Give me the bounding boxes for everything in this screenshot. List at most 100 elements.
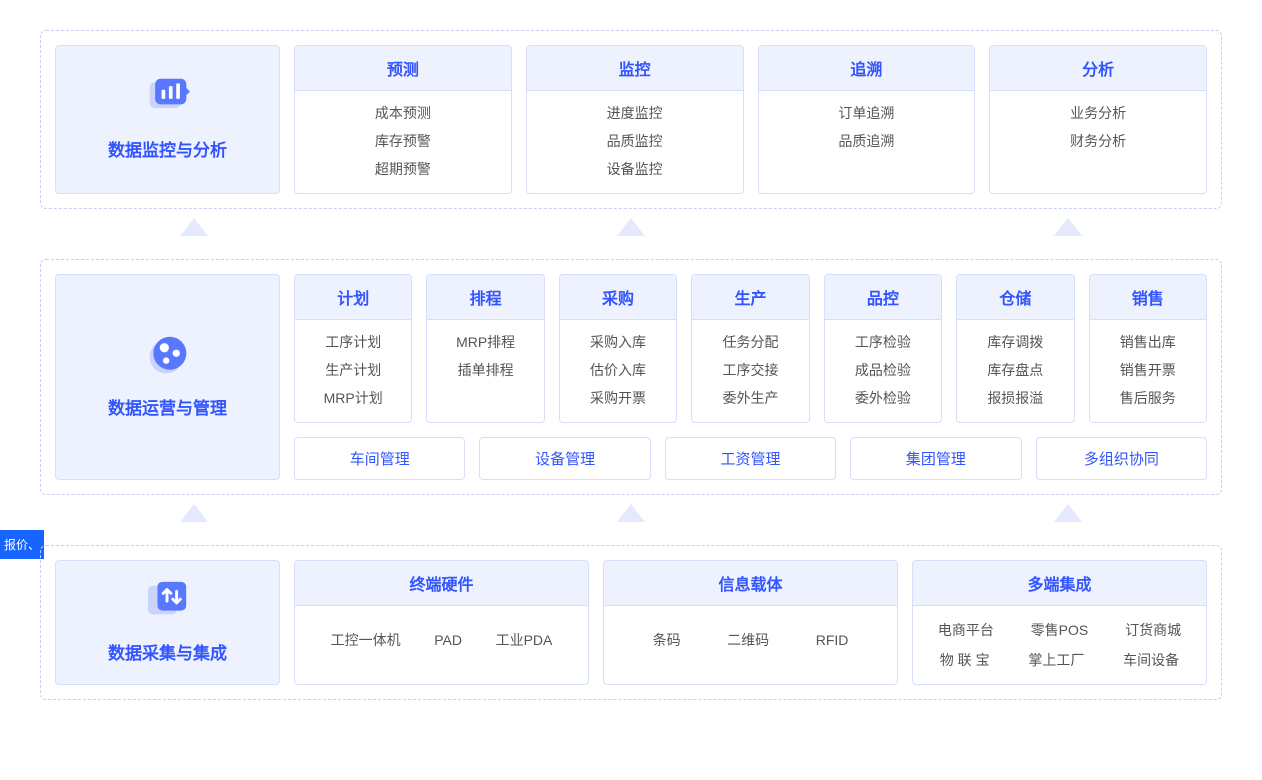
pill-group: 集团管理 (850, 437, 1021, 480)
card-item: 委外生产 (722, 388, 778, 408)
card-purchase: 采购 采购入库 估价入库 采购开票 (559, 274, 677, 423)
card-integration: 多端集成 电商平台 零售POS 订货商城 物 联 宝 掌上工厂 车间设备 (912, 560, 1207, 685)
card-item: 掌上工厂 (1028, 650, 1084, 670)
section-title-operate: 数据运营与管理 (55, 274, 280, 480)
card-hardware: 终端硬件 工控一体机 PAD 工业PDA (294, 560, 589, 685)
card-item: 任务分配 (722, 332, 778, 352)
pill-salary: 工资管理 (665, 437, 836, 480)
card-item: 超期预警 (375, 159, 431, 179)
card-item: MRP排程 (456, 332, 515, 352)
card-sales: 销售 销售出库 销售开票 售后服务 (1089, 274, 1207, 423)
card-head: 信息载体 (604, 561, 897, 606)
section-title-monitor: 数据监控与分析 (55, 45, 280, 194)
card-monitor: 监控 进度监控 品质监控 设备监控 (526, 45, 744, 194)
arrow-up-icon (617, 218, 645, 236)
card-item: 插单排程 (458, 360, 514, 380)
section-collect: 数据采集与集成 终端硬件 工控一体机 PAD 工业PDA 信息载体 条码 二维码… (40, 545, 1222, 700)
card-item: 订单追溯 (838, 103, 894, 123)
arrow-up-icon (180, 218, 208, 236)
card-head: 排程 (427, 275, 543, 320)
card-item: 销售开票 (1120, 360, 1176, 380)
card-head: 品控 (825, 275, 941, 320)
card-head: 计划 (295, 275, 411, 320)
card-head: 预测 (295, 46, 511, 91)
arrow-up-icon (617, 504, 645, 522)
section-title-label: 数据采集与集成 (108, 639, 227, 664)
card-item: 库存预警 (375, 131, 431, 151)
card-item: PAD (434, 632, 462, 648)
card-item: 库存调拨 (987, 332, 1043, 352)
card-item: 成品检验 (855, 360, 911, 380)
card-plan: 计划 工序计划 生产计划 MRP计划 (294, 274, 412, 423)
card-item: 生产计划 (325, 360, 381, 380)
card-head: 销售 (1090, 275, 1206, 320)
card-item: 车间设备 (1123, 650, 1179, 670)
pill-multiorg: 多组织协同 (1036, 437, 1207, 480)
card-item: 物 联 宝 (940, 650, 990, 670)
section-title-label: 数据监控与分析 (108, 136, 227, 161)
arrow-up-icon (1054, 218, 1082, 236)
card-item: RFID (816, 632, 849, 648)
card-item: 工序检验 (855, 332, 911, 352)
card-item: 零售POS (1031, 620, 1089, 640)
card-analysis: 分析 业务分析 财务分析 (989, 45, 1207, 194)
section-title-label: 数据运营与管理 (108, 394, 227, 419)
section-operate: 数据运营与管理 计划 工序计划 生产计划 MRP计划 排程 MRP排程 插单排程… (40, 259, 1222, 495)
card-quality: 品控 工序检验 成品检验 委外检验 (824, 274, 942, 423)
card-item: MRP计划 (324, 388, 383, 408)
card-head: 监控 (527, 46, 743, 91)
side-tag: 报价、 (0, 530, 44, 559)
card-item: 条码 (653, 630, 681, 650)
card-item: 财务分析 (1070, 131, 1126, 151)
card-item: 工控一体机 (331, 630, 401, 650)
card-produce: 生产 任务分配 工序交接 委外生产 (691, 274, 809, 423)
card-item: 业务分析 (1070, 103, 1126, 123)
card-row: 终端硬件 工控一体机 PAD 工业PDA 信息载体 条码 二维码 RFID 多端… (294, 560, 1207, 685)
card-item: 成本预测 (375, 103, 431, 123)
card-item: 售后服务 (1120, 388, 1176, 408)
card-item: 库存盘点 (987, 360, 1043, 380)
card-head: 多端集成 (913, 561, 1206, 606)
card-head: 生产 (692, 275, 808, 320)
card-item: 估价入库 (590, 360, 646, 380)
card-head: 追溯 (759, 46, 975, 91)
card-item: 电商平台 (938, 620, 994, 640)
card-item: 二维码 (727, 630, 769, 650)
card-item: 采购入库 (590, 332, 646, 352)
card-row: 计划 工序计划 生产计划 MRP计划 排程 MRP排程 插单排程 采购 采购入库 (294, 274, 1207, 423)
card-item: 销售出库 (1120, 332, 1176, 352)
card-carrier: 信息载体 条码 二维码 RFID (603, 560, 898, 685)
pill-row: 车间管理 设备管理 工资管理 集团管理 多组织协同 (294, 437, 1207, 480)
card-head: 采购 (560, 275, 676, 320)
arrow-up-icon (180, 504, 208, 522)
card-head: 终端硬件 (295, 561, 588, 606)
card-item: 采购开票 (590, 388, 646, 408)
card-item: 工序计划 (325, 332, 381, 352)
bar-chart-icon (146, 78, 190, 118)
card-item: 工序交接 (722, 360, 778, 380)
card-item: 品质追溯 (838, 131, 894, 151)
arrow-up-icon (1054, 504, 1082, 522)
card-item: 进度监控 (607, 103, 663, 123)
arrow-row (41, 504, 1221, 534)
section-monitor: 数据监控与分析 预测 成本预测 库存预警 超期预警 监控 进度监控 品质监控 设… (40, 30, 1222, 209)
pill-equipment: 设备管理 (479, 437, 650, 480)
card-item: 订货商城 (1125, 620, 1181, 640)
card-warehouse: 仓储 库存调拨 库存盘点 报损报溢 (956, 274, 1074, 423)
card-trace: 追溯 订单追溯 品质追溯 (758, 45, 976, 194)
section-title-collect: 数据采集与集成 (55, 560, 280, 685)
transfer-icon (146, 581, 190, 621)
pill-workshop: 车间管理 (294, 437, 465, 480)
nodes-icon (146, 336, 190, 376)
card-item: 报损报溢 (987, 388, 1043, 408)
card-item: 设备监控 (607, 159, 663, 179)
card-forecast: 预测 成本预测 库存预警 超期预警 (294, 45, 512, 194)
card-item: 品质监控 (607, 131, 663, 151)
card-head: 分析 (990, 46, 1206, 91)
card-item: 委外检验 (855, 388, 911, 408)
card-schedule: 排程 MRP排程 插单排程 (426, 274, 544, 423)
arrow-row (41, 218, 1221, 248)
card-row: 预测 成本预测 库存预警 超期预警 监控 进度监控 品质监控 设备监控 追溯 订… (294, 45, 1207, 194)
card-item: 工业PDA (496, 630, 553, 650)
card-head: 仓储 (957, 275, 1073, 320)
